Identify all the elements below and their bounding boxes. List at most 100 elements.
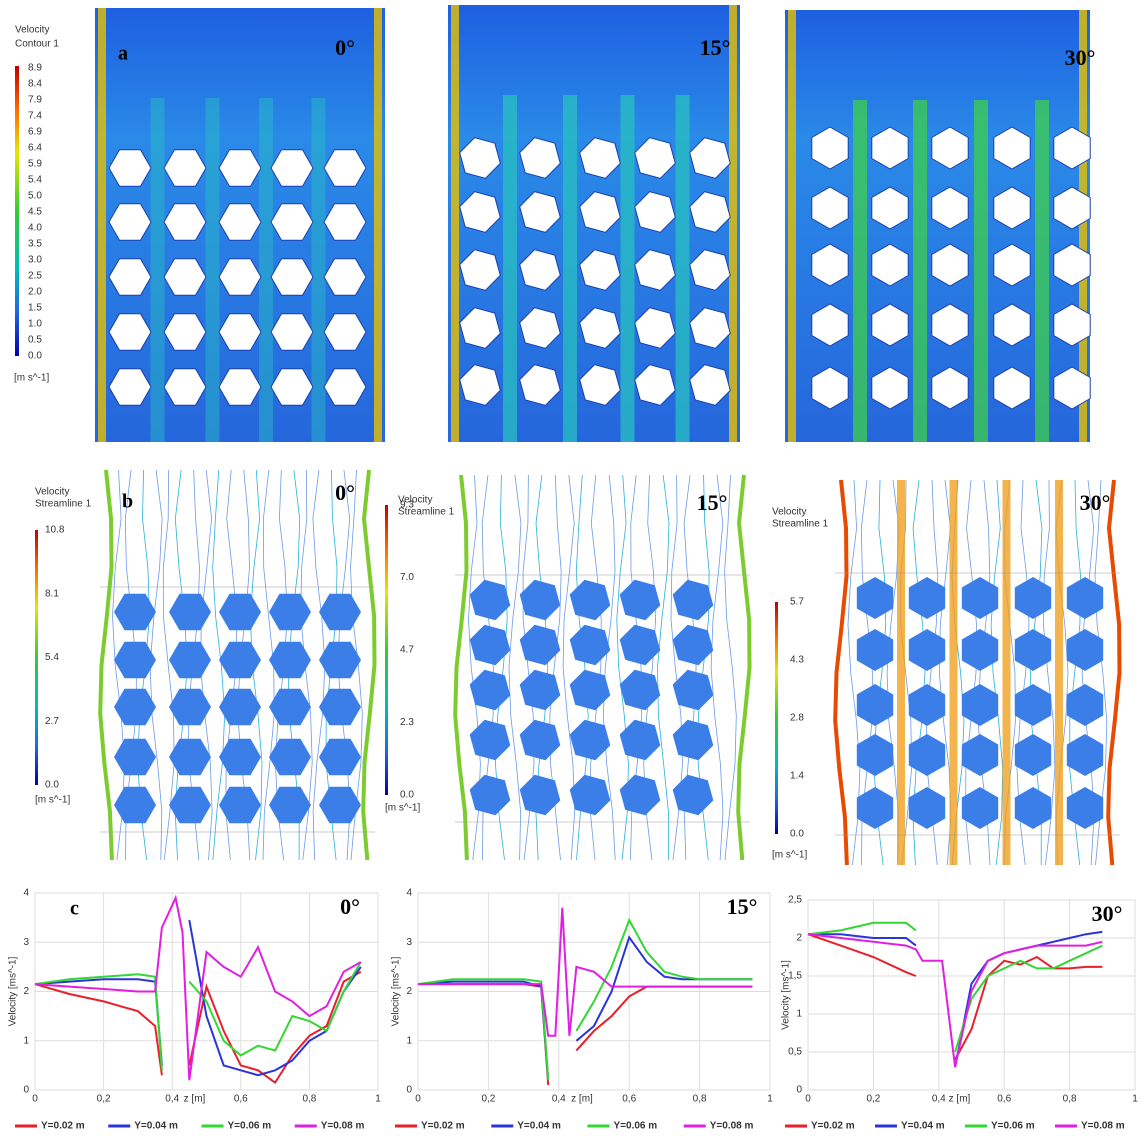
y-tick-label: 4: [23, 888, 29, 899]
colorbar-label: 9.3: [400, 500, 414, 511]
colorbar-label: 5.7: [790, 597, 804, 608]
x-tick-label: 0: [805, 1094, 811, 1105]
x-tick-label: 0,4: [165, 1094, 179, 1105]
colorbar-unit: [m s^-1]: [14, 373, 49, 384]
colorbar: [775, 602, 778, 834]
colorbar-label: 4.3: [790, 655, 804, 666]
flow-channel: [621, 95, 635, 442]
y-axis-label: Velocity [ms^-1]: [391, 956, 402, 1026]
x-tick-label: 0,2: [481, 1094, 495, 1105]
colorbar-label: 5.4: [28, 175, 42, 186]
colorbar-label: 0.0: [790, 829, 804, 840]
x-tick-label: 0,4: [552, 1094, 566, 1105]
y-axis-label: Velocity [ms^-1]: [8, 956, 19, 1026]
panel-label: a: [118, 43, 128, 65]
wall-jet: [451, 5, 459, 442]
colorbar-label: 5.0: [28, 191, 42, 202]
angle-label: 30°: [1080, 490, 1111, 515]
flow-channel: [853, 100, 867, 442]
legend-title: Streamline 1: [35, 499, 92, 510]
legend-label: Y=0.02 m: [421, 1121, 465, 1132]
figure: 0°15°30°aVelocityContour 18.98.47.97.46.…: [0, 0, 1145, 1136]
colorbar-label: 7.4: [28, 111, 42, 122]
flow-channel: [676, 95, 690, 442]
x-tick-label: 0,2: [97, 1094, 111, 1105]
angle-label: 30°: [1065, 45, 1096, 70]
colorbar-label: 8.9: [28, 63, 42, 74]
page: 0°15°30°aVelocityContour 18.98.47.97.46.…: [0, 0, 1145, 1136]
colorbar-label: 4.5: [28, 207, 42, 218]
panel-label: c: [70, 898, 79, 920]
y-tick-label: 2: [796, 933, 802, 944]
x-tick-label: 0: [32, 1094, 38, 1105]
angle-label: 15°: [697, 490, 728, 515]
legend-label: Y=0.02 m: [811, 1121, 855, 1132]
wall-jet: [729, 5, 737, 442]
colorbar-label: 1.0: [28, 319, 42, 330]
colorbar-label: 7.0: [400, 572, 414, 583]
legend-title: Velocity: [15, 25, 49, 36]
x-tick-label: 0,6: [234, 1094, 248, 1105]
flow-channel: [312, 98, 326, 442]
colorbar-unit: [m s^-1]: [385, 803, 420, 814]
legend-label: Y=0.04 m: [517, 1121, 561, 1132]
flow-channel: [897, 480, 905, 865]
x-axis-label: z [m]: [571, 1094, 593, 1105]
y-tick-label: 0: [23, 1085, 29, 1096]
angle-label: 0°: [335, 35, 355, 60]
legend-label: Y=0.06 m: [614, 1121, 658, 1132]
colorbar-label: 4.0: [28, 223, 42, 234]
y-tick-label: 1: [406, 1035, 412, 1046]
legend-label: Y=0.04 m: [901, 1121, 945, 1132]
x-axis-label: z [m]: [949, 1094, 971, 1105]
colorbar-label: 5.9: [28, 159, 42, 170]
y-axis-label: Velocity [ms^-1]: [781, 960, 792, 1030]
angle-label: 30°: [1092, 901, 1123, 926]
angle-label: 0°: [340, 894, 360, 919]
wall-jet: [374, 8, 382, 442]
legend-label: Y=0.06 m: [991, 1121, 1035, 1132]
colorbar-unit: [m s^-1]: [35, 795, 70, 806]
x-tick-label: 0,8: [1063, 1094, 1077, 1105]
colorbar-label: 0.0: [45, 780, 59, 791]
flow-channel: [206, 98, 220, 442]
flow-channel: [259, 98, 273, 442]
colorbar-label: 6.9: [28, 127, 42, 138]
y-tick-label: 3: [23, 937, 29, 948]
flow-channel: [151, 98, 165, 442]
colorbar-label: 2.3: [400, 717, 414, 728]
colorbar-label: 0.5: [28, 335, 42, 346]
flow-channel: [913, 100, 927, 442]
colorbar-label: 2.7: [45, 716, 59, 727]
x-tick-label: 0,6: [997, 1094, 1011, 1105]
colorbar-label: 8.1: [45, 588, 59, 599]
y-tick-label: 0: [796, 1085, 802, 1096]
x-tick-label: 0,8: [302, 1094, 316, 1105]
x-tick-label: 0,8: [693, 1094, 707, 1105]
x-axis-label: z [m]: [184, 1094, 206, 1105]
colorbar-label: 3.5: [28, 239, 42, 250]
legend-label: Y=0.04 m: [134, 1121, 178, 1132]
colorbar-label: 2.5: [28, 271, 42, 282]
colorbar-label: 6.4: [28, 143, 42, 154]
x-tick-label: 0: [415, 1094, 421, 1105]
legend-label: Y=0.08 m: [710, 1121, 754, 1132]
colorbar-label: 1.5: [28, 303, 42, 314]
angle-label: 15°: [727, 894, 758, 919]
colorbar-label: 8.4: [28, 79, 42, 90]
legend-label: Y=0.02 m: [41, 1121, 85, 1132]
x-tick-label: 0,4: [932, 1094, 946, 1105]
x-tick-label: 1: [1132, 1094, 1138, 1105]
colorbar-label: 10.8: [45, 525, 65, 536]
wall-jet: [788, 10, 796, 442]
legend-label: Y=0.06 m: [228, 1121, 272, 1132]
colorbar-label: 5.4: [45, 652, 59, 663]
y-tick-label: 0: [406, 1085, 412, 1096]
colorbar: [385, 505, 388, 795]
legend-title: Velocity: [35, 487, 69, 498]
colorbar-unit: [m s^-1]: [772, 850, 807, 861]
y-tick-label: 2: [23, 986, 29, 997]
flow-channel: [503, 95, 517, 442]
flow-channel: [1003, 480, 1011, 865]
x-tick-label: 0,2: [866, 1094, 880, 1105]
